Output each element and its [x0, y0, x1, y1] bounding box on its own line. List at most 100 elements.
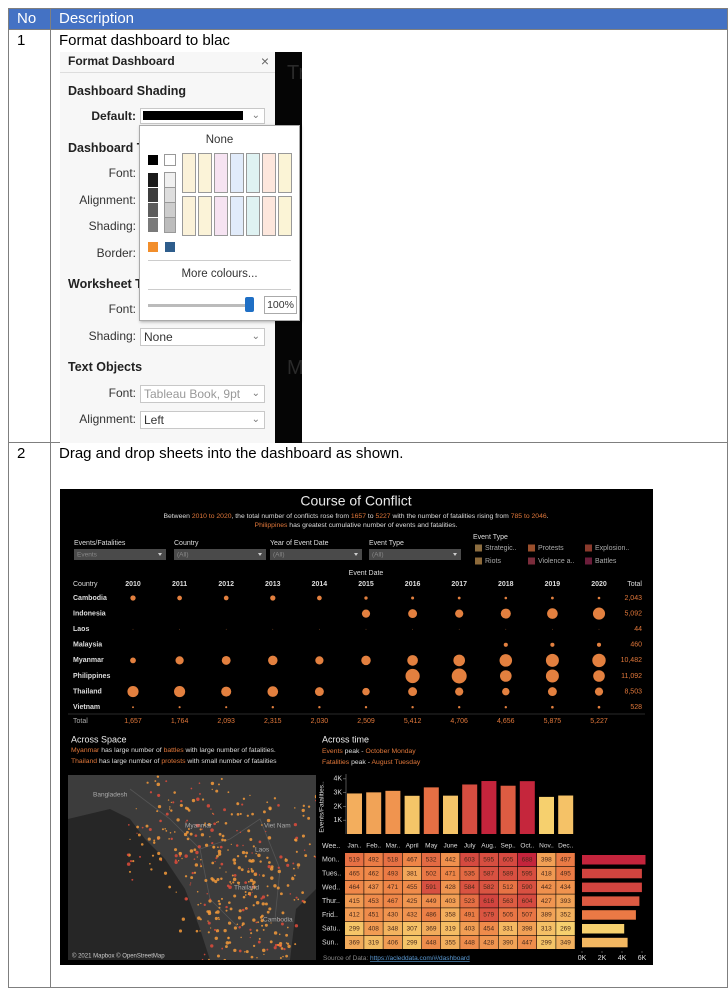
- map-dot: [236, 829, 238, 832]
- color-swatch[interactable]: [214, 153, 228, 193]
- color-swatch[interactable]: [148, 203, 158, 217]
- map-dot: [313, 855, 316, 857]
- map-dot: [170, 809, 173, 812]
- map-dot: [249, 936, 251, 939]
- map-dot: [281, 911, 285, 915]
- color-swatch[interactable]: [148, 173, 158, 187]
- event-bubble: [457, 596, 461, 600]
- close-button[interactable]: ×: [260, 53, 269, 69]
- color-swatch[interactable]: [164, 217, 176, 233]
- event-bubble: [499, 654, 513, 667]
- map-dot: [210, 781, 215, 786]
- field-label: Alignment:: [79, 412, 136, 426]
- heat-value: 449: [426, 898, 437, 905]
- heat-cell: [345, 894, 364, 908]
- weekday-bar: [582, 882, 642, 893]
- event-bubble: [271, 706, 274, 709]
- heat-cell: [517, 866, 537, 880]
- event-bubble: [500, 608, 511, 619]
- map-dot: [291, 877, 295, 881]
- color-swatch[interactable]: [164, 172, 176, 188]
- map-dot: [256, 957, 258, 959]
- heat-value: 486: [426, 912, 437, 919]
- text-segment: protests: [161, 758, 186, 765]
- map-dot: [220, 777, 223, 780]
- map-dot: [150, 868, 153, 871]
- legend-swatch: [528, 557, 535, 565]
- heat-cell: [479, 935, 498, 949]
- color-swatch[interactable]: [165, 242, 175, 252]
- map-dot: [199, 828, 202, 831]
- year-header: 2012: [218, 581, 234, 588]
- map-dot: [156, 782, 161, 787]
- map-dot: [262, 810, 266, 814]
- color-swatch[interactable]: [148, 242, 158, 252]
- section-note: Myanmar has large number of battles with…: [71, 747, 276, 754]
- color-swatch[interactable]: [182, 196, 196, 236]
- color-swatch[interactable]: [246, 153, 260, 193]
- text-segment: 785 to 2046: [511, 513, 547, 520]
- color-swatch[interactable]: [214, 196, 228, 236]
- color-swatch[interactable]: [164, 187, 176, 203]
- heat-cell: [498, 866, 518, 880]
- map-dot: [212, 845, 215, 848]
- color-swatch[interactable]: [164, 154, 176, 166]
- map-dot: [206, 893, 208, 895]
- color-swatch[interactable]: [262, 153, 276, 193]
- slider-thumb[interactable]: [245, 297, 254, 312]
- text-segment: .: [547, 513, 549, 520]
- map-dot: [207, 931, 210, 934]
- dropdown[interactable]: None ⌄: [140, 328, 265, 346]
- color-swatch[interactable]: [148, 218, 158, 232]
- map-dot: [153, 839, 156, 842]
- map-dot: [157, 804, 162, 809]
- map-dot: [270, 876, 274, 880]
- map-dot: [230, 813, 233, 816]
- color-swatch[interactable]: [164, 202, 176, 218]
- heat-cell: [383, 935, 402, 949]
- color-swatch[interactable]: [148, 188, 158, 202]
- map-dot: [307, 805, 311, 808]
- dropdown[interactable]: Left ⌄: [140, 411, 265, 429]
- map-dot: [204, 843, 209, 847]
- color-swatch[interactable]: [230, 196, 244, 236]
- weekday-bar: [582, 910, 636, 920]
- map-dot: [170, 837, 173, 841]
- dropdown[interactable]: Tableau Book, 9pt ⌄: [140, 385, 265, 403]
- color-dropdown[interactable]: ⌄: [140, 108, 265, 124]
- map-dot: [165, 780, 168, 783]
- color-swatch[interactable]: [246, 196, 260, 236]
- color-swatch[interactable]: [262, 196, 276, 236]
- event-bubble: [270, 595, 276, 601]
- map-dot: [186, 837, 190, 841]
- color-swatch[interactable]: [148, 155, 158, 165]
- map-dot: [289, 893, 292, 895]
- header-description: Description: [50, 8, 728, 30]
- source-link[interactable]: https://acleddata.com/#/dashboard: [370, 955, 470, 962]
- more-colours[interactable]: More colours...: [181, 268, 258, 280]
- year-total: 1,657: [124, 718, 142, 725]
- heat-value: 563: [502, 898, 513, 905]
- heat-value: 688: [522, 857, 533, 864]
- map-dot: [223, 928, 227, 933]
- heat-cell: [537, 853, 556, 867]
- color-swatch[interactable]: [198, 153, 212, 193]
- heat-cell: [421, 853, 441, 867]
- color-swatch[interactable]: [198, 196, 212, 236]
- none-option[interactable]: None: [205, 134, 234, 146]
- map-dot: [139, 855, 141, 858]
- map-dot: [199, 793, 201, 795]
- color-swatch[interactable]: [230, 153, 244, 193]
- color-swatch[interactable]: [278, 153, 292, 193]
- heat-value: 579: [483, 912, 494, 919]
- color-swatch[interactable]: [182, 153, 196, 193]
- map-dot: [255, 872, 257, 874]
- color-swatch[interactable]: [278, 196, 292, 236]
- opacity-value[interactable]: 100%: [264, 296, 297, 314]
- map-dot: [214, 860, 216, 863]
- map-dot: [211, 878, 215, 882]
- map-dot: [269, 867, 274, 871]
- event-bubble: [597, 596, 601, 600]
- map-land: [68, 775, 316, 960]
- heat-value: 389: [541, 912, 552, 919]
